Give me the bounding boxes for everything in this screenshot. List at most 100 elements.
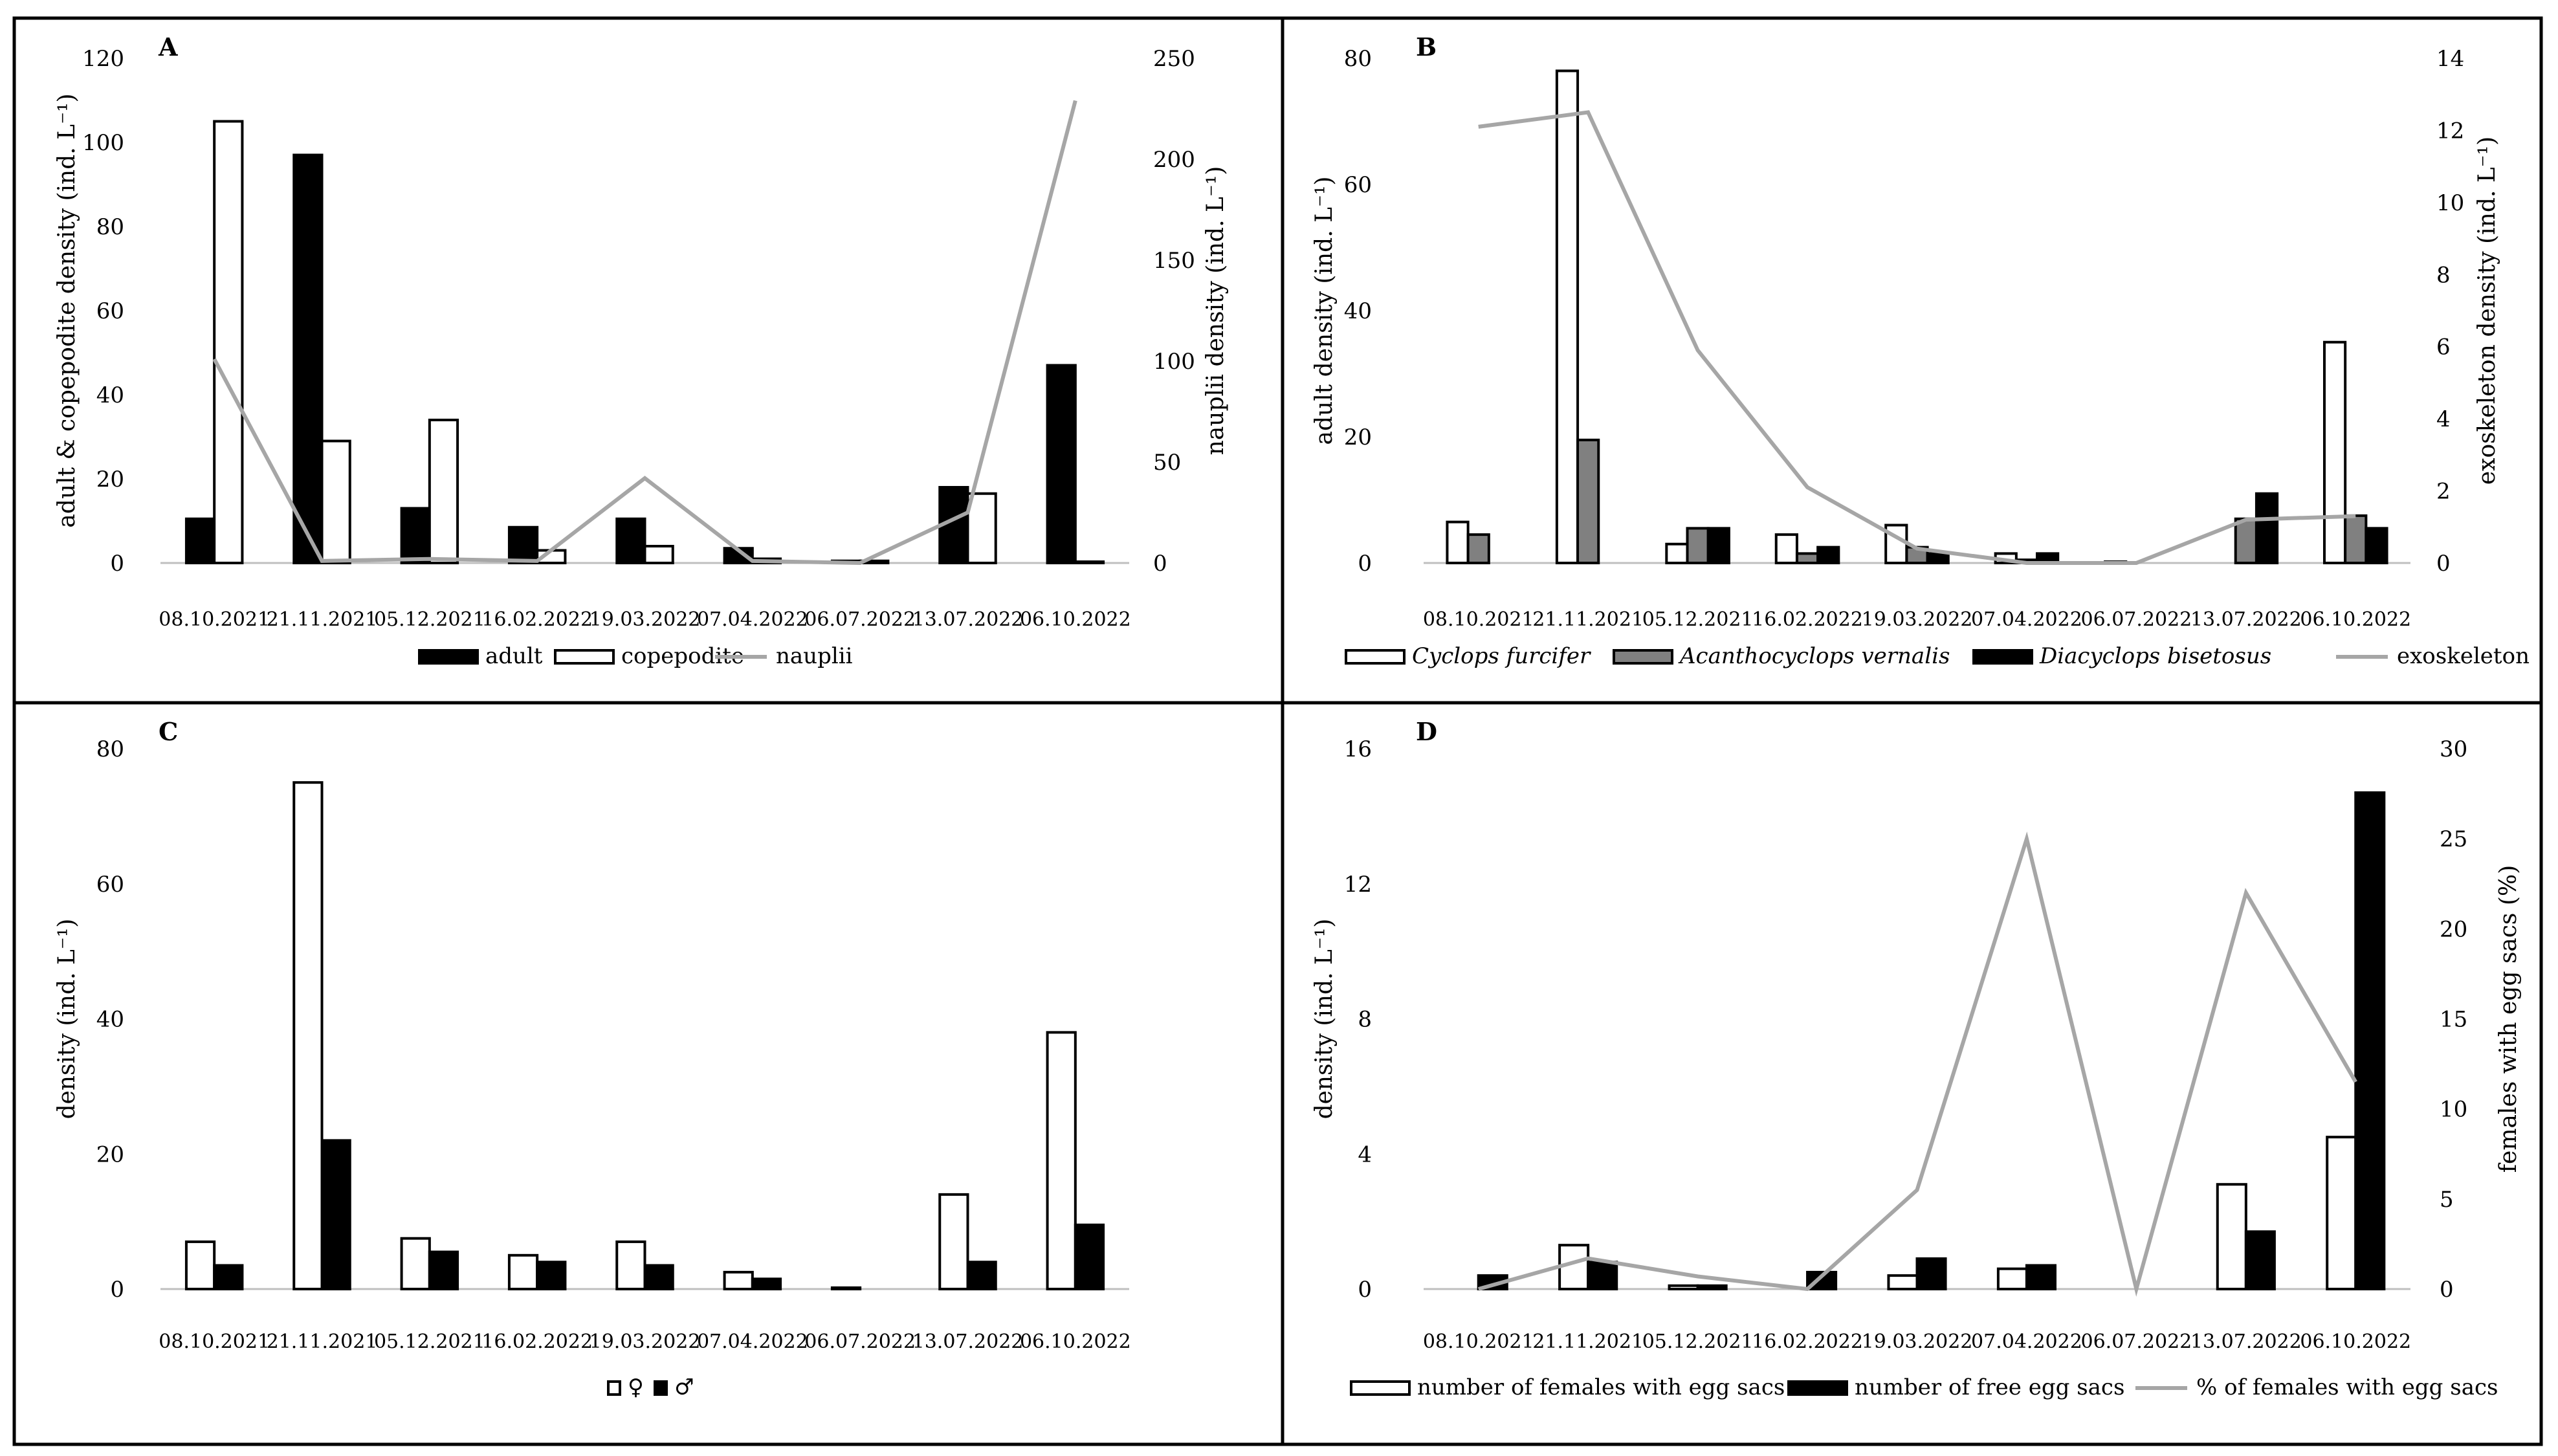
bar-cyclops-furcifer bbox=[1774, 533, 1798, 564]
legend-swatch bbox=[554, 649, 615, 665]
x-tick-label: 08.10.2021 bbox=[1423, 608, 1534, 631]
y2-tick-label: 100 bbox=[1153, 349, 1195, 375]
bar-adult bbox=[1046, 364, 1077, 564]
bar-copepodite bbox=[213, 120, 244, 564]
bar-diacyclops-bisetosus bbox=[2365, 527, 2388, 564]
bar-- bbox=[966, 1261, 997, 1290]
x-tick-label: 06.07.2022 bbox=[804, 1330, 916, 1353]
legend-label: Acanthocyclops vernalis bbox=[1678, 643, 1950, 669]
bar-- bbox=[1074, 1223, 1105, 1290]
x-tick-label: 06.10.2022 bbox=[2300, 608, 2411, 631]
bar-adult bbox=[615, 517, 646, 564]
y2-tick-label: 30 bbox=[2440, 736, 2467, 762]
y2-tick-label: 0 bbox=[1153, 551, 1167, 577]
y2-tick-label: 250 bbox=[1153, 46, 1195, 72]
y-axis-title: density (ind. L⁻¹) bbox=[1311, 919, 1338, 1120]
x-tick-label: 08.10.2021 bbox=[1423, 1330, 1534, 1353]
bar-- bbox=[292, 781, 324, 1290]
x-tick-label: 06.07.2022 bbox=[2080, 1330, 2192, 1353]
y-tick-label: 80 bbox=[1344, 46, 1372, 72]
panel-letter: C bbox=[159, 717, 178, 746]
bar-- bbox=[643, 1264, 674, 1290]
x-tick-label: 07.04.2022 bbox=[1971, 1330, 2082, 1353]
bar-- bbox=[184, 1240, 216, 1290]
bar-adult bbox=[400, 507, 431, 564]
panel-letter: D bbox=[1416, 717, 1437, 746]
x-tick-label: 07.04.2022 bbox=[1971, 608, 2082, 631]
bar-- bbox=[400, 1237, 431, 1290]
bar-acanthocyclops-vernalis bbox=[1795, 552, 1820, 564]
y2-tick-label: 50 bbox=[1153, 450, 1181, 476]
x-tick-label: 13.07.2022 bbox=[912, 1330, 1024, 1353]
y-tick-label: 40 bbox=[96, 1007, 124, 1033]
bar-diacyclops-bisetosus bbox=[2255, 492, 2279, 564]
x-tick-label: 07.04.2022 bbox=[697, 1330, 808, 1353]
legend: number of females with egg sacs number of… bbox=[1350, 1374, 2498, 1400]
line-exoskeleton bbox=[1478, 110, 2356, 565]
bar-- bbox=[1046, 1031, 1077, 1290]
panel-c: C 0 20 40 60 80 density (ind. L⁻¹) 08.10.202121… bbox=[54, 717, 1131, 1400]
y-tick-label: 60 bbox=[96, 298, 124, 324]
bar-- bbox=[507, 1253, 539, 1290]
x-tick-label: 21.11.2021 bbox=[267, 1330, 378, 1353]
y-tick-label: 0 bbox=[110, 551, 124, 577]
legend: ♀ ♂ bbox=[607, 1374, 694, 1400]
legend-label: number of free egg sacs bbox=[1855, 1374, 2124, 1400]
bar-- bbox=[428, 1250, 459, 1290]
y2-tick-label: 14 bbox=[2436, 46, 2464, 72]
legend-swatch bbox=[1787, 1380, 1848, 1396]
legend-swatch bbox=[607, 1380, 621, 1396]
bar-copepodite bbox=[428, 419, 459, 564]
x-tick-label: 16.02.2022 bbox=[481, 1330, 593, 1353]
x-tick-label: 19.03.2022 bbox=[590, 1330, 701, 1353]
bar-adult bbox=[292, 153, 324, 564]
bar-- bbox=[938, 1193, 969, 1290]
legend-label: exoskeleton bbox=[2397, 643, 2530, 669]
y-axis-title: density (ind. L⁻¹) bbox=[54, 919, 80, 1120]
bar-number-of-free-egg-sacs bbox=[2354, 791, 2386, 1290]
y2-axis-title: exoskeleton density (ind. L⁻¹) bbox=[2474, 137, 2500, 485]
line-nauplii bbox=[212, 100, 1077, 566]
y-tick-label: 4 bbox=[1358, 1142, 1372, 1167]
y-tick-label: 0 bbox=[1358, 1277, 1372, 1303]
bar-copepodite bbox=[1074, 560, 1105, 564]
panel-letter: A bbox=[158, 32, 178, 61]
x-tick-label: 05.12.2021 bbox=[1642, 608, 1754, 631]
bar-acanthocyclops-vernalis bbox=[1466, 533, 1490, 564]
bar-number-of-females-with-egg-sacs bbox=[2326, 1136, 2357, 1290]
x-tick-label: 13.07.2022 bbox=[2190, 608, 2302, 631]
bar-number-of-free-egg-sacs bbox=[1587, 1261, 1618, 1290]
bar-acanthocyclops-vernalis bbox=[2234, 517, 2258, 564]
bar-copepodite bbox=[320, 439, 351, 564]
x-tick-label: 05.12.2021 bbox=[374, 1330, 485, 1353]
x-tick-label: 21.11.2021 bbox=[1532, 1330, 1644, 1353]
legend-label: ♂ bbox=[674, 1374, 694, 1400]
bar-- bbox=[536, 1261, 567, 1290]
bar-- bbox=[213, 1264, 244, 1290]
x-tick-label: 16.02.2022 bbox=[1752, 608, 1863, 631]
y-axis-title: adult density (ind. L⁻¹) bbox=[1311, 177, 1338, 445]
bar-number-of-females-with-egg-sacs bbox=[1668, 1284, 1699, 1290]
y-tick-label: 20 bbox=[1344, 425, 1372, 450]
bar-number-of-females-with-egg-sacs bbox=[1996, 1267, 2028, 1290]
legend-label: number of females with egg sacs bbox=[1417, 1374, 1785, 1400]
x-tick-label: 06.10.2022 bbox=[1020, 1330, 1131, 1353]
x-tick-label: 19.03.2022 bbox=[1862, 608, 1973, 631]
x-tick-label: 06.07.2022 bbox=[2080, 608, 2192, 631]
y2-tick-label: 5 bbox=[2440, 1187, 2454, 1213]
x-tick-label: 19.03.2022 bbox=[590, 608, 701, 631]
y-tick-label: 12 bbox=[1344, 872, 1372, 898]
x-tick-label: 06.10.2022 bbox=[2300, 1330, 2411, 1353]
y2-tick-label: 4 bbox=[2436, 406, 2451, 432]
y-axis-title: adult & copepodite density (ind. L⁻¹) bbox=[54, 93, 80, 527]
y2-tick-label: 0 bbox=[2440, 1277, 2454, 1303]
legend-label: Diacyclops bisetosus bbox=[2039, 643, 2271, 669]
x-tick-label: 21.11.2021 bbox=[1532, 608, 1644, 631]
legend-swatch bbox=[1345, 649, 1406, 665]
panel-d-frame bbox=[1281, 701, 2543, 1446]
y-tick-label: 0 bbox=[1358, 551, 1372, 577]
y2-axis-title: nauplii density (ind. L⁻¹) bbox=[1202, 166, 1229, 456]
